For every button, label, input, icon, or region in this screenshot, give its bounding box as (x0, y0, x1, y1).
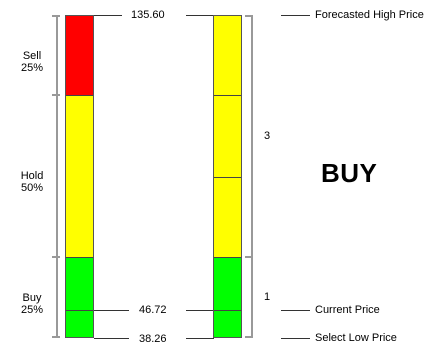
forecasted-high-label: Forecasted High Price (315, 9, 424, 21)
buy-zone-name: Buy (22, 292, 42, 304)
hold-zone-segment (66, 96, 93, 258)
right-bracket-line (251, 15, 253, 338)
sell-zone-name: Sell (22, 50, 42, 62)
hold-zone-pct: 50% (20, 182, 44, 194)
hold-zone-label: Hold 50% (12, 170, 52, 194)
scale-number-lower: 1 (264, 291, 271, 303)
buy-zone-pct: 25% (20, 304, 44, 316)
left-bracket-tick-bottom (52, 336, 60, 338)
current-price-line-left (94, 310, 129, 311)
range-buy-segment (214, 258, 241, 337)
range-divider-2 (214, 177, 241, 178)
right-bracket-tick-bottom (245, 336, 253, 338)
sell-zone-pct: 25% (20, 62, 44, 74)
range-bar (213, 15, 242, 338)
left-bracket-tick-hold-buy (52, 256, 60, 258)
hold-zone-name: Hold (20, 170, 44, 182)
range-divider-3 (214, 257, 241, 258)
sell-zone-label: Sell 25% (12, 50, 52, 74)
high-price-line-left (94, 15, 122, 16)
select-low-label: Select Low Price (315, 332, 397, 344)
current-price-marker-line (281, 310, 310, 311)
buy-zone-label: Buy 25% (12, 292, 52, 316)
zone-bar (65, 15, 94, 338)
current-price-line-right (186, 310, 214, 311)
left-bracket-line (56, 15, 58, 338)
sell-hold-divider (66, 95, 93, 96)
left-bracket-tick-top (52, 15, 60, 17)
low-price-value: 38.26 (139, 333, 167, 345)
low-price-line-right (186, 338, 214, 339)
sell-zone-segment (66, 16, 93, 96)
current-price-label: Current Price (315, 304, 380, 316)
high-price-value: 135.60 (131, 9, 165, 21)
range-divider-1 (214, 95, 241, 96)
right-bracket-tick-mid (245, 256, 253, 258)
low-price-line-left (94, 338, 129, 339)
hold-buy-divider (66, 257, 93, 258)
recommendation-text: BUY (321, 158, 378, 188)
current-price-mark-right (214, 310, 241, 311)
left-bracket-tick-sell-hold (52, 94, 60, 96)
current-price-value: 46.72 (139, 304, 167, 316)
forecasted-high-marker-line (281, 15, 310, 16)
right-bracket-tick-top (245, 15, 253, 17)
range-hold-segment (214, 16, 241, 258)
scale-number-upper: 3 (264, 130, 271, 142)
current-price-mark-left (66, 310, 93, 311)
buy-zone-segment (66, 258, 93, 337)
high-price-line-right (186, 15, 214, 16)
select-low-marker-line (281, 338, 310, 339)
